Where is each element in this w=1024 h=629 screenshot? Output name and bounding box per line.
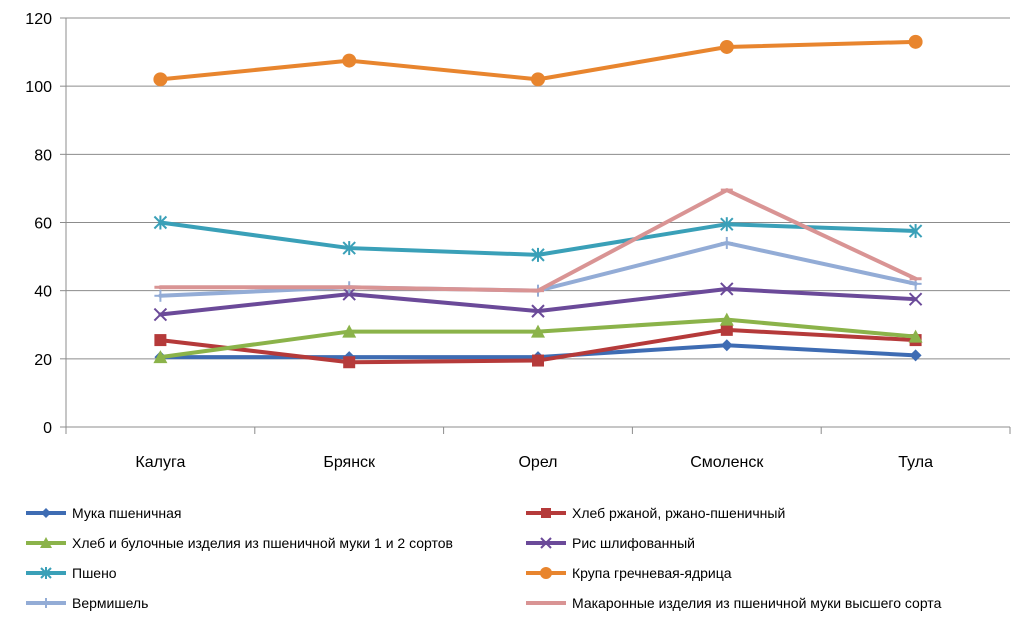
marker-triangle [719,312,734,326]
marker-square [541,508,551,518]
legend-item: Хлеб и булочные изделия из пшеничной мук… [26,535,453,551]
marker-triangle [153,350,168,364]
axes: 0 20 40 60 80 100 120 Калуга Брянск Орел Смоленск Т… [25,11,1011,471]
marker-plus [154,289,167,302]
marker-x [720,282,734,296]
marker-circle [153,72,168,87]
legend-label: Мука пшеничная [72,505,181,521]
marker-x [908,292,923,306]
series-lines [153,34,923,369]
legend-item: Вермишель [26,595,148,611]
legend-label: Хлеб и булочные изделия из пшеничной мук… [72,535,453,551]
legend-item: Крупа гречневая-ядрица [526,565,732,581]
series-3 [153,312,923,364]
marker-triangle [531,324,545,338]
series-line [158,188,918,293]
legend-label: Рис шлифованный [572,535,695,551]
legend-label: Пшено [72,565,117,581]
marker-x [342,287,356,301]
legend-item: Рис шлифованный [526,535,695,551]
legend-item: Хлеб ржаной, ржано-пшеничный [526,505,785,521]
marker-x-stroke [531,304,545,318]
marker-x-stroke [342,287,356,301]
marker-square [532,354,544,367]
marker-triangle [40,537,52,548]
marker-circle [342,53,357,68]
marker-circle [908,34,923,49]
y-tick-label: 0 [43,420,52,437]
marker-x [153,307,168,322]
legend-label: Хлеб ржаной, ржано-пшеничный [572,505,785,521]
series-8 [154,188,922,293]
marker-triangle [342,324,357,338]
series-6 [153,34,923,87]
y-tick-label: 100 [25,79,52,96]
legend-item: Мука пшеничная [26,505,181,521]
legend-label: Макаронные изделия из пшеничной муки выс… [572,595,942,611]
marker-diamond [909,349,922,362]
marker-asterisk [342,241,356,256]
marker-asterisk [40,567,52,579]
marker-asterisk [153,215,168,230]
legend: Мука пшеничная Хлеб ржаной, ржано-пшеничн… [26,505,942,611]
marker-asterisk [908,224,923,239]
marker-x [540,537,552,549]
marker-circle [540,567,552,579]
marker-diamond [41,508,51,518]
marker-square [343,356,356,369]
y-tick-label: 40 [34,284,52,301]
marker-x-stroke [908,292,923,306]
marker-square [720,323,733,336]
series-4 [153,282,923,322]
series-5 [153,215,923,262]
x-category-label: Калуга [135,454,185,471]
marker-x [531,304,545,318]
marker-asterisk [720,217,734,232]
x-category-label: Орел [518,454,557,471]
legend-item: Пшено [26,565,117,581]
marker-x-stroke [153,307,168,322]
marker-asterisk [531,247,545,262]
y-tick-label: 120 [25,11,52,28]
marker-plus [720,236,733,249]
legend-label: Вермишель [72,595,148,611]
marker-diamond [720,339,733,352]
x-category-label: Смоленск [690,454,764,471]
marker-x-stroke [720,282,734,296]
y-tick-label: 60 [34,216,52,233]
x-category-label: Тула [898,454,933,471]
legend-label: Крупа гречневая-ядрица [572,565,732,581]
y-tick-label: 20 [34,352,52,369]
legend-item: Макаронные изделия из пшеничной муки выс… [526,595,942,611]
marker-circle [531,72,545,87]
x-category-label: Брянск [323,454,376,471]
y-tick-label: 80 [34,147,52,164]
marker-square [154,334,167,347]
marker-plus [41,598,51,608]
marker-triangle [908,329,923,343]
marker-x-stroke [540,537,552,549]
marker-circle [719,39,734,54]
